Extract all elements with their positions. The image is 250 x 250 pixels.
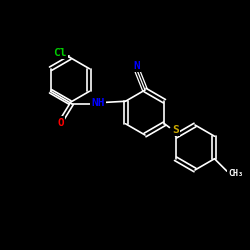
Text: O: O — [57, 118, 64, 128]
Text: Cl: Cl — [53, 48, 67, 58]
Text: S: S — [172, 125, 179, 135]
Text: CH₃: CH₃ — [228, 169, 243, 178]
Text: N: N — [133, 61, 140, 71]
Text: NH: NH — [91, 98, 105, 108]
